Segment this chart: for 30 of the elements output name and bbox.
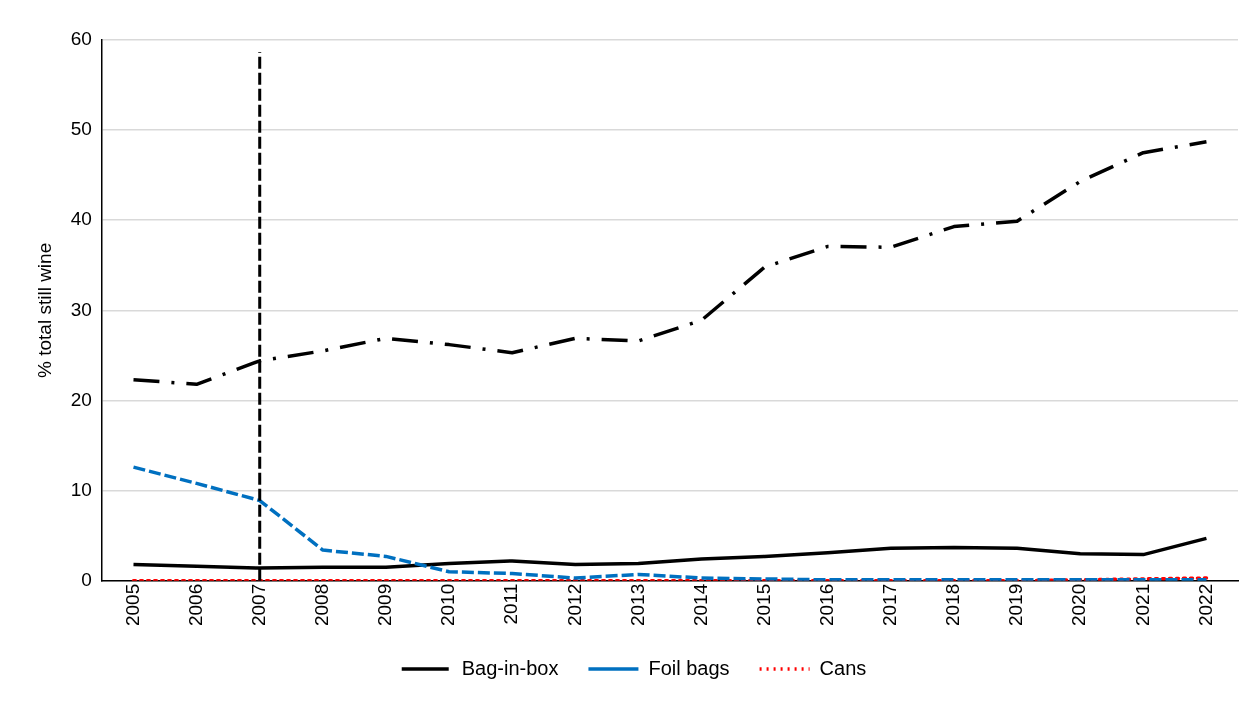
x-tick-label: 2022 [1194,583,1216,627]
x-tick-label: 2013 [626,583,648,627]
x-tick-label: 2007 [247,583,269,627]
y-tick-label: 10 [70,478,92,500]
x-tick-label: 2008 [311,583,333,627]
x-tick-label: 2020 [1068,583,1090,627]
x-tick-label: 2021 [1131,583,1153,627]
y-tick-label: 30 [70,298,92,320]
y-axis-title: % total still wine [33,242,55,378]
y-tick-label: 50 [70,118,92,140]
legend-label: Cans [819,656,867,679]
x-tick-label: 2011 [500,583,522,625]
legend-label: Bag-in-box [461,656,559,679]
x-tick-label: 2006 [184,583,206,627]
x-tick-label: 2019 [1005,583,1027,627]
x-tick-label: 2005 [121,583,143,627]
y-tick-label: 0 [81,568,92,590]
legend-label: Foil bags [648,656,730,679]
y-tick-label: 60 [70,28,92,50]
x-tick-label: 2016 [815,583,837,627]
line-series [131,465,1209,581]
y-tick-label: 20 [70,388,92,410]
x-tick-label: 2015 [752,583,774,627]
x-tick-label: 2017 [879,583,901,627]
x-tick-label: 2012 [563,583,585,627]
x-tick-label: 2014 [689,583,711,627]
x-tick-label: 2018 [942,583,964,627]
x-tick-label: 2009 [374,583,396,627]
y-tick-label: 40 [70,208,92,230]
x-tick-label: 2010 [437,583,459,627]
